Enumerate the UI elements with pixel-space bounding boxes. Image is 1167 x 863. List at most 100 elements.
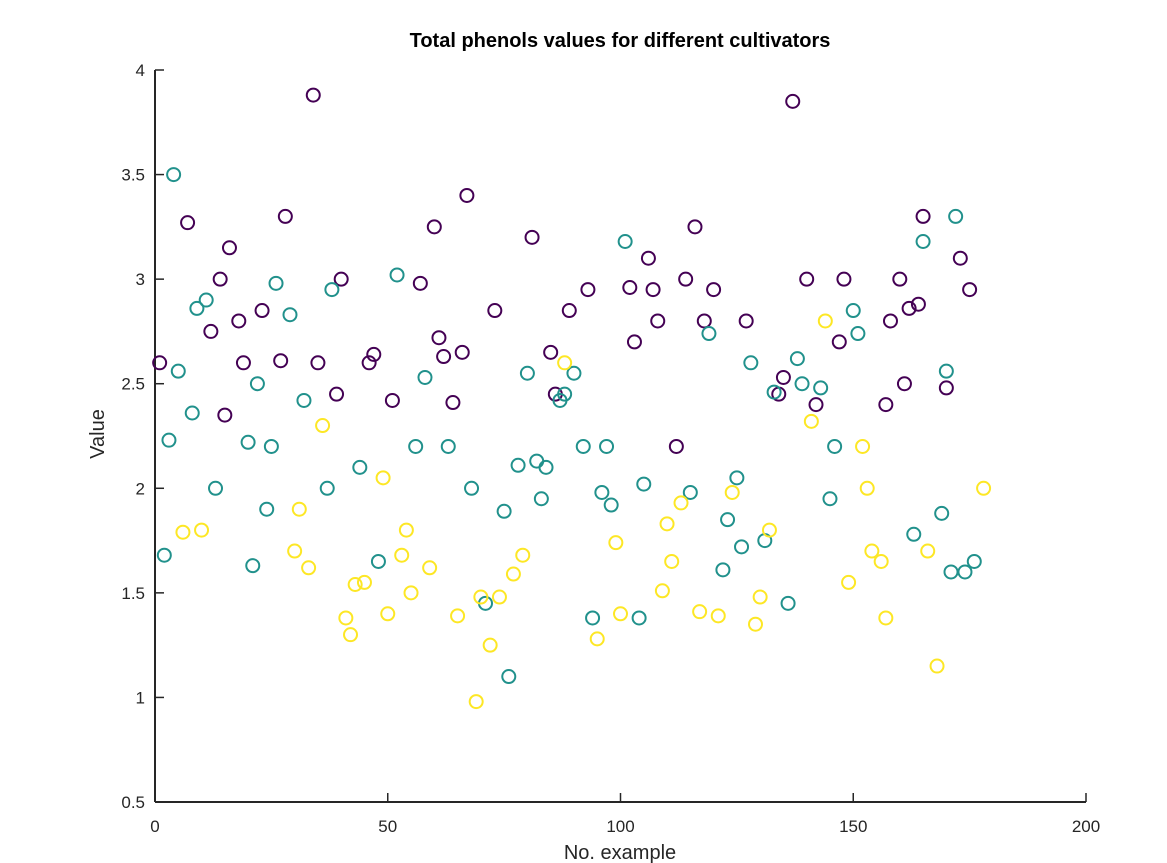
data-point-series-1: [217, 407, 233, 423]
y-tick-label: 3.5: [121, 166, 145, 185]
data-point-series-2: [408, 438, 424, 454]
data-point-series-1: [329, 386, 345, 402]
data-point-series-1: [952, 250, 968, 266]
data-point-series-1: [896, 376, 912, 392]
data-point-series-1: [436, 349, 452, 365]
data-point-series-1: [333, 271, 349, 287]
data-point-series-3: [473, 589, 489, 605]
data-point-series-1: [678, 271, 694, 287]
x-tick-label: 100: [606, 817, 634, 836]
data-point-series-3: [864, 543, 880, 559]
data-point-series-2: [324, 282, 340, 298]
plot-axes: [154, 70, 1086, 803]
data-point-series-2: [594, 484, 610, 500]
data-point-series-2: [850, 326, 866, 342]
data-point-series-2: [934, 505, 950, 521]
data-point-series-2: [538, 459, 554, 475]
data-point-series-1: [487, 303, 503, 319]
data-point-series-2: [208, 480, 224, 496]
data-point-series-3: [673, 495, 689, 511]
y-tick-label: 1.5: [121, 584, 145, 603]
data-point-series-2: [263, 438, 279, 454]
data-point-series-1: [785, 93, 801, 109]
data-point-series-2: [813, 380, 829, 396]
data-point-series-3: [505, 566, 521, 582]
data-point-series-1: [180, 215, 196, 231]
data-point-series-1: [901, 300, 917, 316]
data-point-series-2: [948, 208, 964, 224]
data-point-series-2: [603, 497, 619, 513]
data-point-series-3: [976, 480, 992, 496]
data-point-series-3: [803, 413, 819, 429]
data-point-series-1: [808, 397, 824, 413]
data-point-series-3: [301, 560, 317, 576]
data-point-series-3: [608, 535, 624, 551]
data-point-series-2: [617, 233, 633, 249]
data-point-series-2: [780, 595, 796, 611]
data-point-series-1: [645, 282, 661, 298]
data-point-series-1: [915, 208, 931, 224]
data-point-series-2: [915, 233, 931, 249]
data-point-series-1: [152, 355, 168, 371]
data-point-series-2: [389, 267, 405, 283]
data-point-series-1: [799, 271, 815, 287]
data-point-series-1: [384, 392, 400, 408]
data-point-series-2: [319, 480, 335, 496]
data-point-series-3: [287, 543, 303, 559]
data-point-series-2: [966, 553, 982, 569]
data-point-series-1: [938, 380, 954, 396]
data-point-series-2: [245, 558, 261, 574]
data-point-series-1: [524, 229, 540, 245]
data-point-series-2: [352, 459, 368, 475]
data-point-series-3: [403, 585, 419, 601]
data-point-series-3: [315, 418, 331, 434]
data-point-series-2: [519, 365, 535, 381]
data-point-series-3: [515, 547, 531, 563]
data-point-series-1: [426, 219, 442, 235]
data-point-series-1: [273, 353, 289, 369]
y-tick-label: 3: [136, 270, 145, 289]
data-point-series-1: [775, 369, 791, 385]
y-tick-label: 1: [136, 688, 145, 707]
data-point-series-2: [720, 512, 736, 528]
data-point-series-3: [724, 484, 740, 500]
data-point-series-2: [464, 480, 480, 496]
data-point-series-2: [156, 547, 172, 563]
data-point-series-1: [622, 280, 638, 296]
data-point-series-3: [859, 480, 875, 496]
data-point-series-1: [892, 271, 908, 287]
x-tick-label: 0: [150, 817, 159, 836]
data-point-series-3: [747, 616, 763, 632]
data-point-series-1: [706, 282, 722, 298]
data-point-series-1: [231, 313, 247, 329]
data-point-series-1: [235, 355, 251, 371]
data-point-series-3: [929, 658, 945, 674]
data-point-series-1: [640, 250, 656, 266]
y-tick-label: 2: [136, 479, 145, 498]
data-point-series-3: [761, 522, 777, 538]
data-point-series-3: [841, 574, 857, 590]
data-point-series-2: [682, 484, 698, 500]
data-point-series-3: [659, 516, 675, 532]
data-point-series-3: [343, 627, 359, 643]
data-point-series-2: [794, 376, 810, 392]
data-point-series-2: [189, 300, 205, 316]
data-point-series-1: [454, 344, 470, 360]
data-point-series-1: [561, 303, 577, 319]
data-point-series-2: [161, 432, 177, 448]
data-point-series-3: [557, 355, 573, 371]
data-point-series-3: [817, 313, 833, 329]
data-point-series-3: [394, 547, 410, 563]
data-point-series-3: [710, 608, 726, 624]
data-point-series-3: [491, 589, 507, 605]
data-point-series-3: [356, 574, 372, 590]
data-point-series-3: [291, 501, 307, 517]
data-point-series-1: [277, 208, 293, 224]
data-point-series-1: [882, 313, 898, 329]
data-point-series-2: [166, 167, 182, 183]
data-point-series-3: [482, 637, 498, 653]
data-point-series-2: [282, 307, 298, 323]
data-point-series-2: [734, 539, 750, 555]
data-point-series-2: [170, 363, 186, 379]
data-point-series-1: [668, 438, 684, 454]
